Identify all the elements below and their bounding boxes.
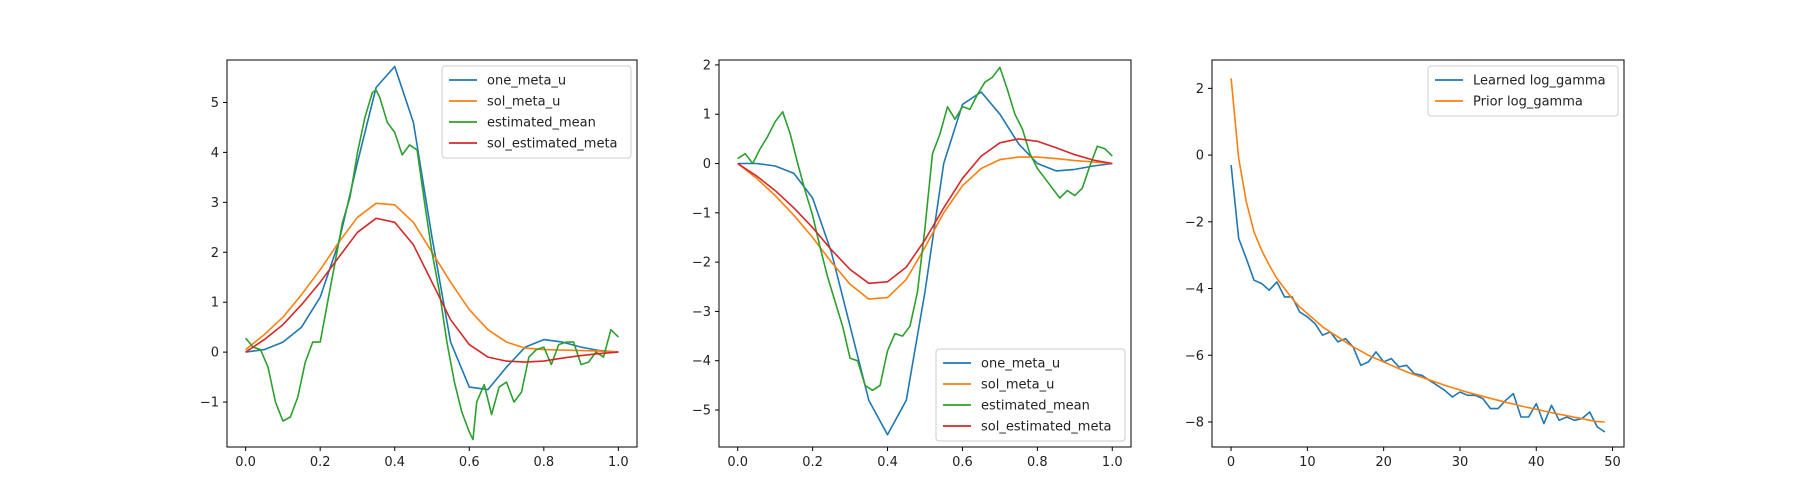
- y-tick-label: −1: [692, 206, 711, 221]
- legend-label: Learned log_gamma: [1473, 74, 1606, 89]
- series-line-sol-estimated-meta: [737, 138, 1113, 285]
- x-tick-label: 0.4: [877, 455, 898, 470]
- y-tick-label: 1: [211, 296, 219, 311]
- legend-box: [1427, 65, 1619, 117]
- x-tick-label: 20: [1375, 455, 1392, 470]
- legend: one_meta_u sol_meta_u estimated_mean sol_es…: [441, 65, 632, 159]
- y-tick-label: 2: [703, 58, 711, 73]
- y-tick-label: −2: [1185, 215, 1204, 230]
- axes-frame: [1211, 59, 1625, 448]
- series-line-estimated-mean: [737, 66, 1113, 392]
- x-tick-label: 0.8: [533, 455, 554, 470]
- y-tick-label: 2: [1196, 82, 1204, 97]
- x-tick-label: 0.6: [952, 455, 973, 470]
- x-tick-label: 0.0: [235, 455, 256, 470]
- y-tick-label: −8: [1185, 415, 1204, 430]
- legend-box: [441, 65, 632, 159]
- chart-panel-2: 0.0 0.2 0.4 0.6 0.8 1.0 −5 −4 −3 −2 −1 0 1 2 one_meta_…: [692, 58, 1132, 470]
- legend-box: [935, 348, 1126, 442]
- legend-label: one_meta_u: [487, 74, 566, 89]
- x-tick-label: 0.4: [384, 455, 405, 470]
- axes-frame: [718, 59, 1132, 448]
- x-tick-label: 0.0: [727, 455, 748, 470]
- y-tick-label: −4: [692, 354, 711, 369]
- legend-label: sol_estimated_meta: [981, 420, 1112, 435]
- chart-panel-1: 0.0 0.2 0.4 0.6 0.8 1.0 −1 0 1 2 3 4 5 one_meta_u sol_…: [200, 59, 638, 470]
- y-tick-label: −6: [1185, 349, 1204, 364]
- series-line-one-meta-u: [737, 91, 1113, 436]
- series-line-prior-log-gamma: [1230, 78, 1605, 423]
- legend-label: Prior log_gamma: [1473, 95, 1583, 110]
- y-tick-label: −2: [692, 256, 711, 271]
- y-tick-label: 4: [211, 146, 219, 161]
- x-tick-label: 10: [1299, 455, 1316, 470]
- legend-label: sol_meta_u: [487, 95, 560, 110]
- legend: Learned log_gamma Prior log_gamma: [1427, 65, 1619, 117]
- y-tick-label: 5: [211, 96, 219, 111]
- y-tick-label: 0: [703, 157, 711, 172]
- x-tick-label: 0: [1227, 455, 1235, 470]
- plot-area: [1212, 60, 1624, 447]
- y-tick-label: −4: [1185, 282, 1204, 297]
- y-tick-label: −1: [200, 396, 219, 411]
- y-tick-label: 2: [211, 246, 219, 261]
- series-line-estimated-mean: [244, 89, 619, 441]
- series-line-sol-estimated-meta: [245, 217, 619, 363]
- legend: one_meta_u sol_meta_u estimated_mean sol_es…: [935, 348, 1126, 442]
- y-tick-label: 0: [1196, 149, 1204, 164]
- x-tick-label: 30: [1452, 455, 1469, 470]
- y-tick-label: 3: [211, 196, 219, 211]
- x-tick-label: 40: [1528, 455, 1545, 470]
- axes-frame: [226, 59, 638, 448]
- legend-label: sol_meta_u: [981, 378, 1054, 393]
- x-tick-label: 50: [1604, 455, 1621, 470]
- y-tick-label: −3: [692, 305, 711, 320]
- x-tick-label: 1.0: [1102, 455, 1123, 470]
- x-tick-label: 0.2: [310, 455, 331, 470]
- chart-panel-3: 0 10 20 30 40 50 −8 −6 −4 −2 0 2 Learned log_gamma Pr…: [1185, 59, 1625, 470]
- legend-label: estimated_mean: [981, 399, 1090, 414]
- y-tick-label: −5: [692, 404, 711, 419]
- y-tick-label: 0: [211, 346, 219, 361]
- x-tick-label: 0.2: [802, 455, 823, 470]
- x-tick-label: 0.6: [459, 455, 480, 470]
- legend-label: sol_estimated_meta: [487, 137, 618, 152]
- y-tick-label: 1: [703, 108, 711, 123]
- legend-label: one_meta_u: [981, 357, 1060, 372]
- legend-label: estimated_mean: [487, 116, 596, 131]
- series-line-sol-meta-u: [737, 156, 1113, 300]
- series-line-one-meta-u: [245, 65, 619, 391]
- x-tick-label: 1.0: [608, 455, 629, 470]
- x-tick-label: 0.8: [1027, 455, 1048, 470]
